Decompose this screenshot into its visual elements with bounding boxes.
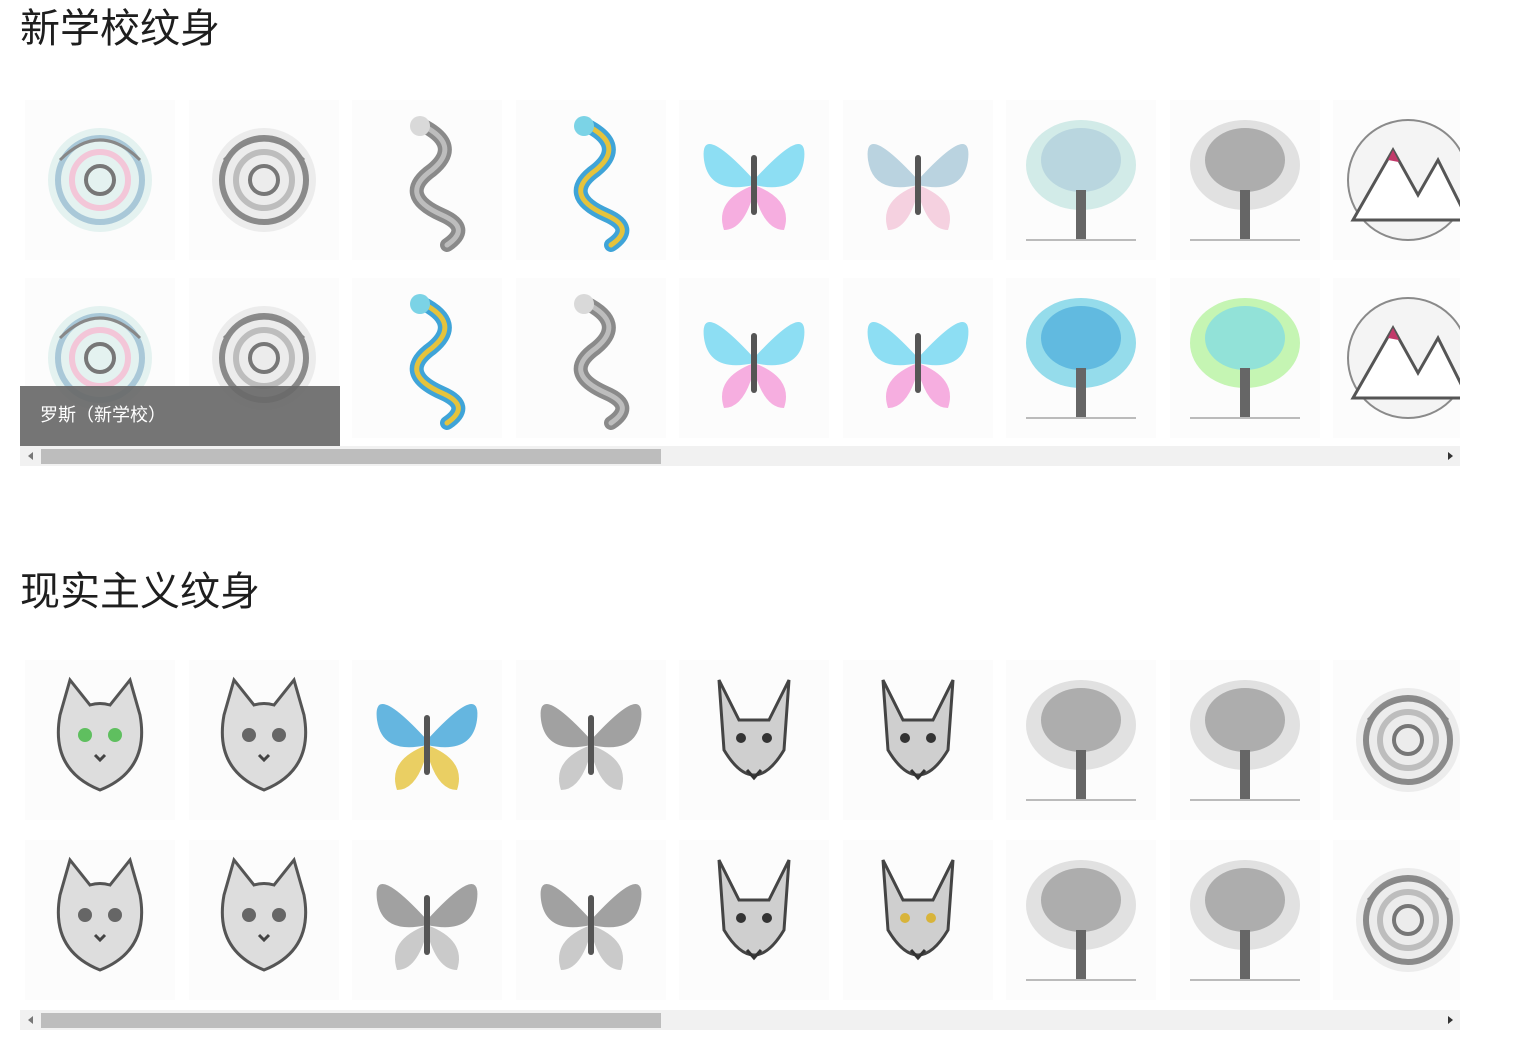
tattoo-thumbnail[interactable] — [842, 100, 993, 260]
butterfly-pink-tattoo-icon — [842, 278, 993, 438]
butterfly-green-tattoo-icon — [842, 100, 993, 260]
forest-bark-tattoo-icon — [1006, 660, 1156, 820]
butterfly-fairy-tattoo-icon — [515, 840, 666, 1000]
tattoo-thumbnail[interactable] — [1169, 100, 1320, 260]
pine-tree-tattoo-icon — [1169, 660, 1320, 820]
scroll-thumb[interactable] — [41, 1013, 661, 1028]
tattoo-thumbnail[interactable] — [1333, 100, 1460, 260]
cat-green-eyes-tattoo-icon — [25, 660, 175, 820]
cat-sketch-tattoo-icon — [188, 660, 339, 820]
tattoo-thumbnail[interactable] — [842, 278, 993, 438]
jackal-anubis-tattoo-icon — [679, 660, 829, 820]
tattoo-thumbnail[interactable] — [1169, 840, 1320, 1000]
forest-tall-tattoo-icon — [1006, 840, 1156, 1000]
tattoo-thumbnail[interactable] — [25, 840, 175, 1000]
rose-gray-tattoo-icon — [188, 100, 339, 260]
tattoo-thumbnail[interactable] — [352, 660, 502, 820]
cat-crown-tattoo-icon — [25, 840, 175, 1000]
demon-wolf-tattoo-icon — [842, 840, 993, 1000]
forest-rocks-tattoo-icon — [1169, 840, 1320, 1000]
butterfly-neon-tattoo-icon — [679, 100, 829, 260]
tattoo-thumbnail[interactable] — [1169, 660, 1320, 820]
image-caption: 罗斯（新学校） — [20, 386, 340, 446]
scroll-thumb[interactable] — [41, 449, 661, 464]
tree-blue-tattoo-icon — [1006, 278, 1156, 438]
rose-pastel-tattoo-icon — [25, 100, 175, 260]
tattoo-thumbnail[interactable] — [352, 840, 502, 1000]
tattoo-thumbnail[interactable] — [515, 100, 666, 260]
tattoo-thumbnail[interactable] — [25, 660, 175, 820]
dragon-blue-tattoo-icon — [352, 278, 502, 438]
tattoo-thumbnail[interactable] — [679, 100, 829, 260]
wolf-gray-tattoo-icon — [842, 660, 993, 820]
butterfly-gray-tattoo-icon — [515, 660, 666, 820]
tattoo-thumbnail[interactable] — [352, 278, 502, 438]
scroll-right-button[interactable] — [1440, 446, 1460, 466]
tattoo-thumbnail[interactable] — [515, 278, 666, 438]
dragon-head-tattoo-icon — [515, 278, 666, 438]
tattoo-thumbnail[interactable] — [515, 660, 666, 820]
butterfly-realistic-color-tattoo-icon — [352, 660, 502, 820]
tattoo-thumbnail[interactable] — [1333, 278, 1460, 438]
tattoo-thumbnail[interactable] — [515, 840, 666, 1000]
butterfly-rainbow-tattoo-icon — [679, 278, 829, 438]
butterfly-ornate-tattoo-icon — [352, 840, 502, 1000]
tattoo-thumbnail[interactable] — [842, 660, 993, 820]
mountain-circle-tattoo-icon — [1333, 100, 1460, 260]
scroll-left-button[interactable] — [20, 446, 40, 466]
tattoo-thumbnail[interactable] — [25, 100, 175, 260]
tattoo-thumbnail[interactable] — [352, 100, 502, 260]
jackal-mask-tattoo-icon — [679, 840, 829, 1000]
tattoo-thumbnail[interactable] — [1006, 100, 1156, 260]
tattoo-thumbnail[interactable] — [679, 840, 829, 1000]
tattoo-thumbnail[interactable] — [1333, 840, 1460, 1000]
tattoo-thumbnail[interactable] — [1006, 840, 1156, 1000]
tree-pastel-tattoo-icon — [1006, 100, 1156, 260]
tattoo-thumbnail[interactable] — [1006, 660, 1156, 820]
section-title: 现实主义纹身 — [20, 569, 260, 615]
peony-flower-tattoo-icon — [1333, 840, 1460, 1000]
tattoo-thumbnail[interactable] — [679, 660, 829, 820]
mountain-sketch-tattoo-icon — [1333, 278, 1460, 438]
tattoo-thumbnail[interactable] — [1006, 278, 1156, 438]
tattoo-thumbnail[interactable] — [1333, 660, 1460, 820]
tree-bare-tattoo-icon — [1169, 100, 1320, 260]
tattoo-thumbnail[interactable] — [188, 840, 339, 1000]
scroll-right-button[interactable] — [1440, 1010, 1460, 1030]
section-title: 新学校纹身 — [20, 6, 220, 52]
horizontal-scrollbar[interactable] — [20, 446, 1460, 466]
flower-stem-tattoo-icon — [1333, 660, 1460, 820]
horizontal-scrollbar[interactable] — [20, 1010, 1460, 1030]
tattoo-thumbnail[interactable] — [1169, 278, 1320, 438]
scroll-left-button[interactable] — [20, 1010, 40, 1030]
tattoo-thumbnail[interactable] — [188, 100, 339, 260]
tattoo-thumbnail[interactable] — [842, 840, 993, 1000]
tattoo-thumbnail[interactable] — [188, 660, 339, 820]
dragon-sketch-tattoo-icon — [352, 100, 502, 260]
tattoo-gallery[interactable] — [20, 660, 1460, 1010]
tattoo-thumbnail[interactable] — [679, 278, 829, 438]
dragon-color-tattoo-icon — [515, 100, 666, 260]
cat-fluffy-tattoo-icon — [188, 840, 339, 1000]
tattoo-gallery[interactable] — [20, 100, 1460, 446]
tree-pink-tattoo-icon — [1169, 278, 1320, 438]
